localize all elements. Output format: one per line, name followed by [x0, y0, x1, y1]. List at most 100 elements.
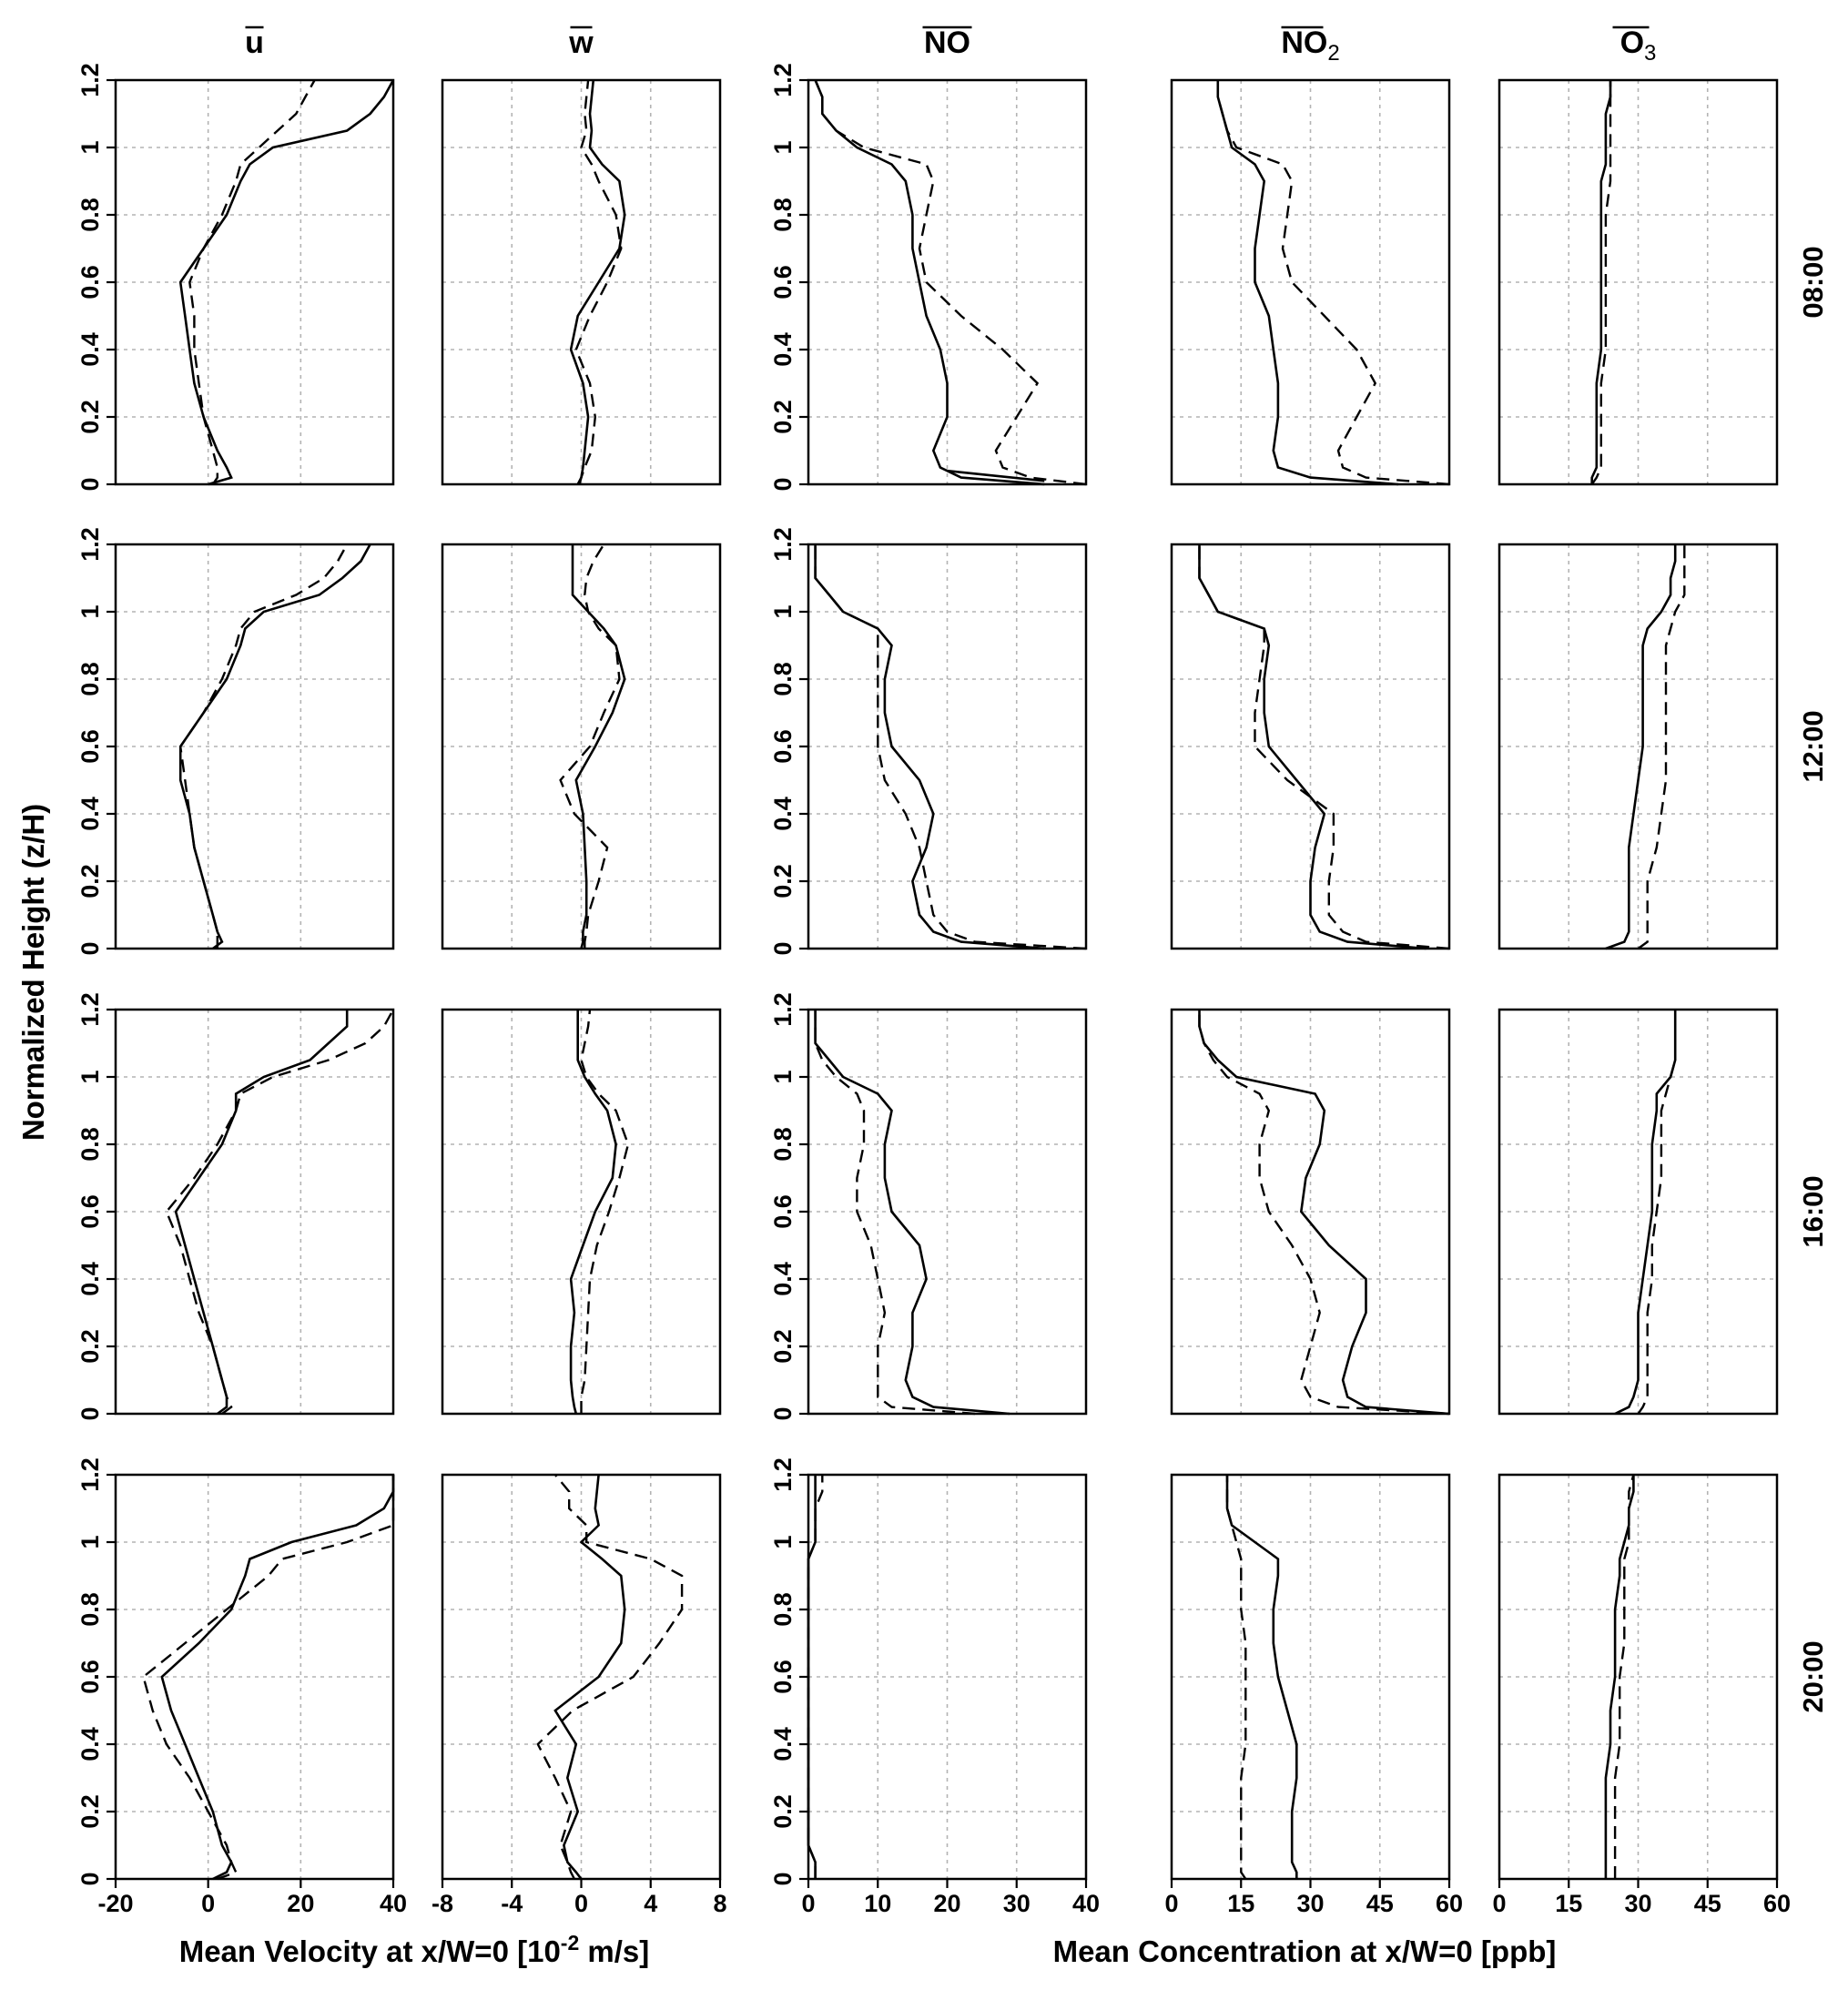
series-solid-line: [178, 79, 395, 486]
y-tick-label: 0.4: [76, 1262, 104, 1296]
series-dashed-line: [178, 543, 349, 949]
panel-no2-1200: [1170, 543, 1451, 950]
panel-no-2000: 0 0.2 0.4 0.6 0.8 1 1.2 0 10 20 30 40: [769, 1457, 1100, 1917]
y-tick-label: 1: [769, 604, 797, 618]
panel-no2-1600: [1170, 1008, 1451, 1416]
x-tick-label: 45: [1694, 1890, 1721, 1917]
series-dashed-line: [1590, 80, 1612, 485]
panel-w-0800: [441, 78, 722, 486]
series-solid-line: [571, 544, 626, 949]
series-dashed-line: [1225, 1475, 1247, 1880]
y-tick-label: 1: [769, 1070, 797, 1083]
x-tick-label: 30: [1624, 1890, 1651, 1917]
x-tick-label: 20: [287, 1890, 314, 1917]
panel-frame: [1170, 78, 1451, 486]
panel-frame: [441, 543, 722, 950]
y-tick-label: 0.2: [76, 1329, 104, 1364]
y-tick-label: 0.8: [76, 198, 104, 232]
y-tick-label: 1: [769, 140, 797, 154]
panel-frame: [1498, 1008, 1779, 1416]
x-tick-label: 15: [1227, 1890, 1254, 1917]
column-title-u: u: [245, 25, 264, 60]
x-tick-label: 0: [1164, 1890, 1178, 1917]
y-tick-label: 0.2: [76, 864, 104, 899]
y-tick-label: 0.6: [76, 1194, 104, 1229]
panel-no-0800: 0 0.2 0.4 0.6 0.8 1 1.2: [769, 63, 1088, 492]
y-tick-label: 0.8: [769, 198, 797, 232]
y-tick-label: 0: [769, 1872, 797, 1885]
y-tick-label: 0.4: [76, 797, 104, 831]
x-tick-label: 4: [644, 1890, 657, 1917]
series-solid-line: [174, 1010, 349, 1416]
x-tick-label: -20: [97, 1890, 133, 1917]
panel-frame: [441, 1008, 722, 1416]
x-tick-label: 0: [574, 1890, 588, 1917]
series-dashed-line: [1216, 80, 1450, 486]
series-dashed-line: [814, 79, 1087, 486]
y-tick-label: 0.8: [76, 662, 104, 696]
column-title-w: w: [568, 25, 594, 60]
y-tick-label: 0.2: [769, 1794, 797, 1829]
y-tick-label: 0.4: [76, 1727, 104, 1762]
series-solid-line: [160, 1475, 395, 1881]
x-tick-label: 40: [380, 1890, 407, 1917]
velocity-x-axis-title-post: m/s]: [579, 1934, 649, 1968]
series-solid-line: [569, 79, 626, 485]
y-tick-label: 0.8: [769, 1127, 797, 1162]
y-tick-label: 0.8: [769, 662, 797, 696]
series-solid-line: [1604, 1475, 1635, 1879]
x-tick-label: 60: [1436, 1890, 1463, 1917]
velocity-x-axis-title-pre: Mean Velocity at x/W=0 [10: [179, 1934, 561, 1968]
y-tick-label: 0.6: [769, 1194, 797, 1229]
column-title-symbol: w: [568, 25, 594, 60]
panel-frame: [1170, 543, 1451, 950]
y-tick-label: 0: [769, 477, 797, 491]
series-dashed-line: [1613, 1474, 1635, 1879]
panel-u-2000: 0 0.2 0.4 0.6 0.8 1 1.2 -20 0 20 40: [76, 1457, 407, 1917]
y-tick-label: 0.4: [769, 1262, 797, 1296]
column-title-no: NO: [924, 25, 970, 60]
y-tick-label: 0.8: [76, 1592, 104, 1627]
y-tick-label: 0: [769, 1406, 797, 1420]
panel-w-2000: -8 -4 0 4 8: [432, 1473, 727, 1917]
row-label-0800: 08:00: [1797, 246, 1829, 318]
series-dashed-line: [142, 1475, 395, 1881]
y-tick-label: 0.6: [76, 729, 104, 764]
series-dashed-line: [1637, 1010, 1677, 1415]
series-solid-line: [814, 79, 1045, 486]
panel-frame: [1498, 78, 1779, 486]
y-tick-label: 0.6: [76, 265, 104, 300]
panel-w-1200: [441, 543, 722, 950]
panel-o3-1200: [1498, 543, 1779, 950]
y-tick-label: 1: [76, 1535, 104, 1548]
panel-no-1200: 0 0.2 0.4 0.6 0.8 1 1.2: [769, 527, 1088, 956]
panel-frame: [441, 78, 722, 486]
series-solid-line: [814, 1010, 1010, 1416]
series-solid-line: [1198, 1010, 1450, 1416]
y-tick-label: 0.8: [76, 1127, 104, 1162]
series-solid-line: [1590, 80, 1612, 484]
panel-o3-2000: 0 15 30 45 60: [1492, 1473, 1791, 1917]
panel-w-1600: [441, 1008, 722, 1416]
y-tick-label: 0.2: [769, 1329, 797, 1364]
x-tick-label: 15: [1555, 1890, 1582, 1917]
y-tick-label: 1.2: [769, 992, 797, 1027]
panel-no2-2000: 0 15 30 45 60: [1164, 1473, 1463, 1917]
panel-u-0800: 0 0.2 0.4 0.6 0.8 1 1.2: [76, 63, 395, 492]
y-tick-label: 0.2: [769, 864, 797, 899]
x-tick-label: 30: [1296, 1890, 1324, 1917]
panel-frame: [1498, 543, 1779, 950]
y-tick-label: 0: [76, 1406, 104, 1420]
x-tick-label: 10: [864, 1890, 891, 1917]
series-dashed-line: [814, 1010, 976, 1416]
y-tick-label: 1.2: [769, 63, 797, 97]
x-tick-label: 0: [201, 1890, 215, 1917]
series-solid-line: [1605, 544, 1677, 950]
concentration-x-axis-title: Mean Concentration at x/W=0 [ppb]: [1053, 1934, 1557, 1968]
x-tick-label: -8: [432, 1890, 453, 1917]
y-tick-label: 0.6: [76, 1660, 104, 1694]
series-solid-line: [569, 1010, 617, 1415]
y-tick-label: 1: [76, 1070, 104, 1083]
row-label-1600: 16:00: [1797, 1175, 1829, 1247]
series-dashed-line: [188, 79, 316, 485]
